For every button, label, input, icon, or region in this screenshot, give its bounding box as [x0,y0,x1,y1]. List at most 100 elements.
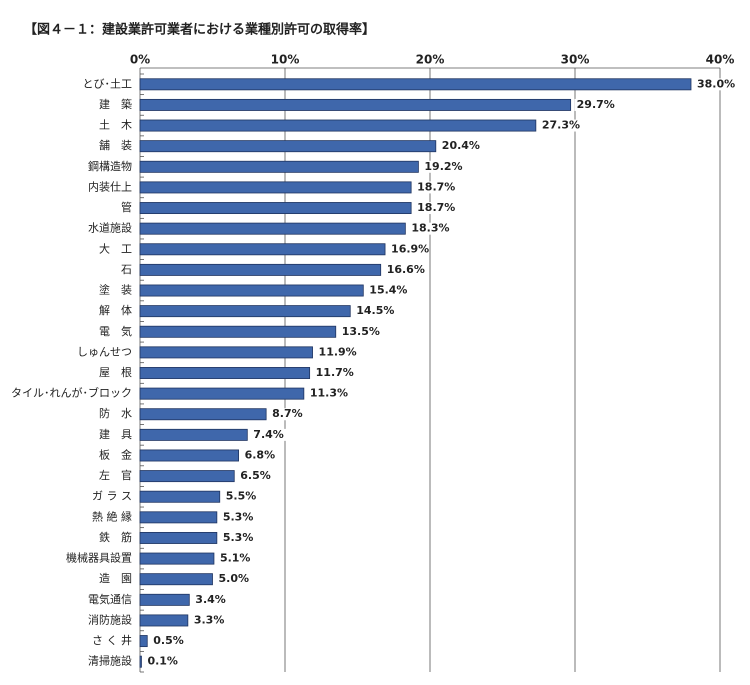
y-tick-label: 水道施設 [88,221,132,235]
value-label: 7.4% [253,428,284,441]
y-tick-label: タイル･れんが･ブロック [11,386,132,400]
value-label: 15.4% [369,284,407,297]
value-label: 0.5% [153,634,184,647]
label-bg [316,346,357,359]
x-tick-label: 20% [416,53,445,67]
value-label: 18.7% [417,180,455,193]
y-tick-label: 鉄 筋 [99,530,132,544]
bar [139,511,218,524]
y-tick-label: 防 水 [99,406,132,420]
label-bg [216,573,257,586]
label-bg [223,490,264,503]
x-tick-label: 10% [271,53,300,67]
bar [139,346,313,359]
y-tick-label: 造 園 [99,571,132,585]
label-bg [539,119,580,132]
bar [139,98,572,111]
value-label: 5.0% [219,572,250,585]
label-bg [242,449,283,462]
value-label: 3.3% [194,613,225,626]
bar [139,573,213,586]
value-label: 5.1% [220,552,251,565]
value-label: 6.5% [240,469,271,482]
value-label: 18.7% [417,201,455,214]
label-bg [251,428,292,441]
y-tick-label: 電気通信 [88,592,132,606]
bar [139,470,235,483]
bar [139,635,148,648]
value-label: 38.0% [697,77,735,90]
y-tick-label: 塗 装 [99,283,132,297]
label-bg [367,284,408,297]
y-tick-label: 電 気 [99,324,132,338]
label-bg [409,222,450,235]
value-label: 11.7% [316,366,354,379]
bar [139,552,215,565]
bar [139,367,311,379]
y-tick-label: 屋 根 [99,365,132,379]
label-bg [217,552,258,565]
label-bg [145,655,186,668]
value-label: 16.6% [387,263,425,276]
value-label: 11.3% [310,387,348,400]
y-tick-label: 解 体 [99,303,132,317]
label-bg [151,635,192,648]
label-bg [574,98,615,111]
label-bg [439,140,480,153]
label-bg [220,511,261,524]
value-label: 5.5% [226,490,257,503]
label-bg [238,470,279,483]
bar [139,160,419,173]
y-tick-label: とび･土工 [83,77,133,90]
bar [139,408,267,421]
value-label: 6.8% [245,448,276,461]
label-bg [307,387,348,400]
bar [139,387,305,400]
label-bg [354,305,395,318]
chart-title: 【図４－１：建設業許可業者における業種別許可の取得率】 [24,22,375,38]
value-label: 5.3% [223,510,254,523]
bar [139,490,221,503]
bar [139,284,364,297]
y-tick-label: さ く 井 [92,633,132,647]
bar [139,222,406,235]
y-tick-label: 熱 絶 縁 [92,509,132,523]
bar [139,655,142,668]
y-tick-label: 機械器具設置 [66,551,132,565]
y-tick-label: 板 金 [99,447,132,461]
bar [139,140,437,153]
y-tick-label: ガ ラ ス [92,490,132,503]
bar [139,593,190,606]
y-tick-label: 消防施設 [88,612,132,626]
bar [139,243,386,256]
y-tick-label: 土 木 [99,119,132,132]
value-label: 8.7% [272,407,303,420]
label-bg [339,325,380,338]
x-tick-label: 0% [130,53,150,67]
label-bg [695,78,735,91]
y-tick-label: 舗 装 [99,138,132,152]
bar [139,263,382,276]
y-tick-label: 内装仕上 [88,179,132,193]
bar [139,181,412,194]
y-tick-label: 鋼構造物 [88,159,132,173]
label-bg [389,243,430,256]
bar [139,325,337,338]
y-tick-label: 石 [121,263,132,276]
value-label: 27.3% [542,119,580,132]
y-tick-label: 大 工 [99,241,132,255]
bar [139,202,412,215]
value-label: 3.4% [195,593,226,606]
label-bg [415,202,456,215]
value-label: 5.3% [223,531,254,544]
bar [139,119,537,132]
y-tick-label: 清掃施設 [88,654,132,668]
y-tick-label: 建 具 [99,427,132,441]
x-tick-label: 30% [561,53,590,67]
value-label: 29.7% [577,98,615,111]
value-label: 14.5% [356,304,394,317]
bar [139,614,189,627]
value-label: 19.2% [424,160,462,173]
